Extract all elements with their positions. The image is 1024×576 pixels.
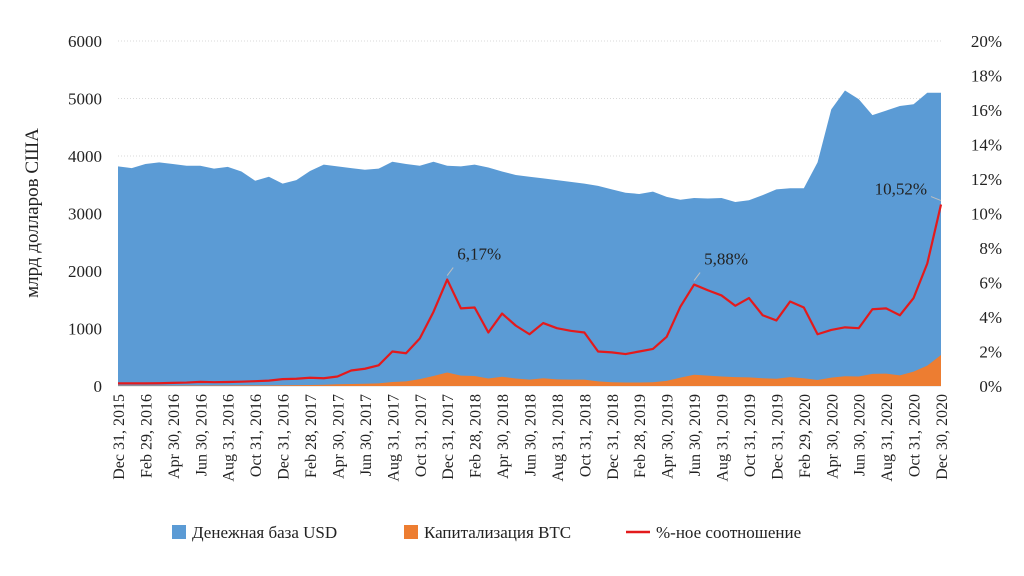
x-tick-label: Apr 30, 2017 [331,394,348,479]
y2-tick-label: 6% [979,274,1002,293]
y-tick-label: 3000 [68,205,102,224]
x-tick-label: Jun 30, 2020 [852,394,869,476]
y-tick-label: 0 [94,377,103,396]
legend-label: Капитализация BTC [424,523,571,542]
y2-tick-label: 20% [971,32,1002,51]
x-tick-label: Feb 28, 2018 [468,394,485,478]
legend-swatch [404,525,418,539]
y-tick-label: 5000 [68,90,102,109]
x-tick-label: Dec 30, 2020 [934,394,951,480]
x-tick-label: Apr 30, 2018 [495,394,512,479]
y2-tick-label: 4% [979,308,1002,327]
y-tick-label: 6000 [68,32,102,51]
line-series [118,204,943,385]
y-axis-title: млрд долларов США [22,128,43,298]
x-tick-label: Apr 30, 2019 [660,394,677,479]
x-tick-label: Dec 31, 2017 [440,394,457,480]
x-tick-label: Aug 31, 2016 [221,394,238,482]
y2-tick-label: 2% [979,343,1002,362]
x-tick-label: Apr 30, 2020 [824,394,841,479]
x-tick-label: Oct 31, 2019 [742,394,759,477]
x-tick-label: Feb 28, 2019 [632,394,649,478]
legend-label: %-ное соотношение [656,523,801,542]
x-tick-label: Oct 31, 2020 [907,394,924,477]
x-tick-label: Jun 30, 2017 [358,394,375,476]
y-axis-left: 0 1000 2000 3000 4000 5000 6000 [68,32,102,396]
x-tick-label: Feb 29, 2020 [797,394,814,478]
annotation-leader [693,272,701,281]
area-series-btc-cap [118,354,941,386]
legend-label: Денежная база USD [192,523,337,542]
y2-tick-label: 18% [971,67,1002,86]
annotation-label: 6,17% [457,245,501,264]
annotations: 6,17% 5,88% 10,52% [446,180,942,281]
line-series-ratio [118,204,943,385]
x-axis: Dec 31, 2015 Feb 29, 2016 Apr 30, 2016 Jun … [111,394,951,482]
legend-swatch [172,525,186,539]
y2-tick-label: 8% [979,239,1002,258]
y2-tick-label: 0% [979,377,1002,396]
area-series-monetary-base [118,90,941,386]
y2-tick-label: 10% [971,205,1002,224]
y-axis-right: 0% 2% 4% 6% 8% 10% 12% 14% 16% 18% 20% [971,32,1002,396]
y-tick-label: 4000 [68,147,102,166]
x-tick-label: Jun 30, 2019 [687,394,704,476]
y-tick-label: 1000 [68,320,102,339]
x-tick-label: Dec 31, 2016 [276,394,293,480]
x-tick-label: Oct 31, 2016 [248,394,265,477]
annotation-leader [446,267,454,276]
annotation-leader [930,196,942,201]
x-tick-label: Jun 30, 2018 [523,394,540,476]
y-tick-label: 2000 [68,262,102,281]
x-tick-label: Apr 30, 2016 [166,394,183,479]
x-tick-label: Jun 30, 2016 [193,394,210,476]
x-tick-label: Feb 28, 2017 [303,394,320,478]
annotation-label: 10,52% [875,180,927,199]
annotation-label: 5,88% [704,250,748,269]
legend: Денежная база USD Капитализация BTC %-ное … [172,523,801,542]
x-tick-label: Dec 31, 2019 [769,394,786,480]
x-tick-label: Feb 29, 2016 [138,394,155,478]
area-series [118,90,941,386]
x-tick-label: Dec 31, 2018 [605,394,622,480]
y2-tick-label: 12% [971,170,1002,189]
y2-tick-label: 14% [971,136,1002,155]
x-tick-label: Dec 31, 2015 [111,394,128,480]
x-tick-label: Aug 31, 2019 [715,394,732,482]
x-tick-label: Aug 31, 2017 [385,394,402,482]
x-tick-label: Oct 31, 2017 [413,394,430,477]
x-tick-label: Aug 31, 2018 [550,394,567,482]
y2-tick-label: 16% [971,101,1002,120]
x-tick-label: Oct 31, 2018 [577,394,594,477]
x-tick-label: Aug 31, 2020 [879,394,896,482]
